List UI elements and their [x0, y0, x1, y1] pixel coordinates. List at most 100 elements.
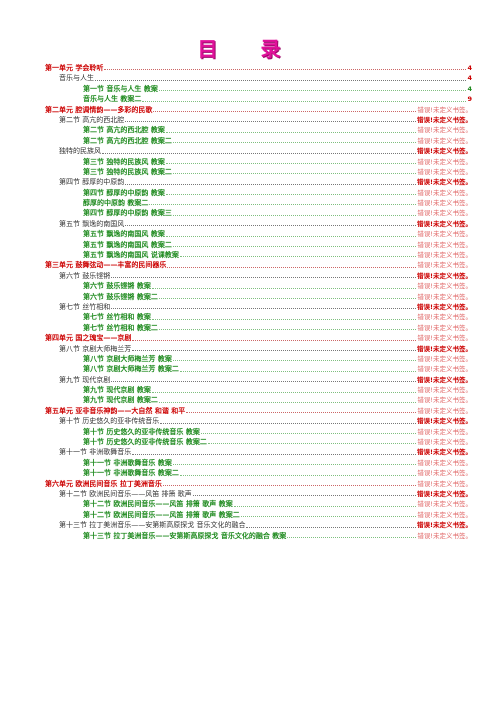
toc-entry-page: 错误!未定义书签。 [417, 313, 472, 322]
toc-entry-label: 醇厚的中原韵 教案二 [83, 199, 149, 208]
toc-entry[interactable]: 第六节 鼓乐铿锵 教案 错误!未定义书签。 [45, 281, 472, 291]
toc-entry[interactable]: 第四节 醇厚的中原韵 错误!未定义书签。 [45, 177, 472, 187]
toc-entry[interactable]: 第五节 飘逸的南国风 说课教案 错误!未定义书签。 [45, 250, 472, 260]
toc-entry-label: 第四节 醇厚的中原韵 教案 [83, 188, 165, 197]
toc-entry-page: 错误!未定义书签。 [417, 115, 472, 124]
toc-entry[interactable]: 第九节 现代京剧 教案二 错误!未定义书签。 [45, 396, 472, 406]
toc-leader-dots [153, 110, 417, 112]
toc-entry-page: 错误!未定义书签。 [417, 240, 472, 249]
toc-entry[interactable]: 第八节 京剧大师梅兰芳 教案 错误!未定义书签。 [45, 354, 472, 364]
toc-leader-dots [158, 297, 417, 299]
toc-leader-dots [158, 401, 417, 403]
toc-entry-label: 第二节 高亢的西北腔 教案 [83, 126, 165, 135]
toc-leader-dots [125, 183, 417, 185]
toc-entry[interactable]: 第四单元 国之瑰宝——京剧 错误!未定义书签。 [45, 333, 472, 343]
toc-entry-label: 第二节 高亢的西北腔 [59, 115, 125, 124]
toc-entry-page: 错误!未定义书签。 [417, 490, 472, 498]
toc-leader-dots [246, 526, 417, 528]
toc-entry-page: 错误!未定义书签。 [417, 365, 472, 374]
toc-entry[interactable]: 第八节 京剧大师梅兰芳 教案二 错误!未定义书签。 [45, 364, 472, 374]
toc-entry[interactable]: 第三节 独特的民族风 教案二 错误!未定义书签。 [45, 167, 472, 177]
toc-entry-label: 音乐与人生 [59, 74, 94, 83]
toc-leader-dots [240, 515, 417, 518]
toc-entry-label: 第六单元 欧洲民间音乐 拉丁美洲音乐 [45, 479, 162, 488]
toc-entry-page: 9 [467, 95, 472, 104]
toc-entry-label: 第十一节 非洲歌舞音乐 教案二 [83, 469, 179, 478]
toc-entry-page: 错误!未定义书签。 [417, 219, 472, 228]
toc-entry-label: 独特的民族风 [59, 147, 101, 156]
toc-entry-page: 错误!未定义书签。 [417, 521, 472, 530]
toc-entry[interactable]: 第七节 丝竹相和 错误!未定义书签。 [45, 302, 472, 312]
toc-leader-dots [179, 474, 417, 476]
toc-entry-page: 错误!未定义书签。 [417, 531, 472, 540]
toc-leader-dots [207, 442, 417, 445]
toc-leader-dots [132, 453, 417, 455]
toc-entry[interactable]: 第二节 高亢的西北腔 教案 错误!未定义书签。 [45, 125, 472, 135]
toc-leader-dots [167, 266, 417, 268]
toc-entry[interactable]: 第六节 鼓乐铿锵 教案二 错误!未定义书签。 [45, 292, 472, 302]
toc-entry[interactable]: 第十二节 欧洲民间音乐——风笛 排箫 歌声 教案 错误!未定义书签。 [45, 499, 472, 509]
toc-entry[interactable]: 第七节 丝竹相和 教案二 错误!未定义书签。 [45, 323, 472, 333]
toc-entry[interactable]: 第十一节 非洲歌舞音乐 错误!未定义书签。 [45, 447, 472, 457]
toc-entry[interactable]: 音乐与人生 教案二 9 [45, 94, 472, 104]
toc-entry[interactable]: 第四节 醇厚的中原韵 教案 错误!未定义书签。 [45, 188, 472, 198]
toc-entry[interactable]: 第二节 高亢的西北腔 错误!未定义书签。 [45, 115, 472, 125]
toc-entry[interactable]: 独特的民族风 错误!未定义书签。 [45, 146, 472, 156]
toc-entry-page: 错误!未定义书签。 [417, 126, 472, 135]
table-of-contents: 第一单元 学会聆听 4 音乐与人生 4 第一节 音乐与人生 教案 4 音乐与人生 教案二 9 第… [45, 63, 472, 541]
toc-entry[interactable]: 第八节 京剧大师梅兰芳 错误!未定义书签。 [45, 344, 472, 354]
toc-entry[interactable]: 第一节 音乐与人生 教案 4 [45, 84, 472, 94]
toc-entry[interactable]: 第十二节 欧洲民间音乐——风笛 排箫 歌声 教案二 错误!未定义书签。 [45, 510, 472, 520]
toc-entry[interactable]: 第十一节 非洲歌舞音乐 教案二 错误!未定义书签。 [45, 468, 472, 478]
toc-leader-dots [149, 203, 417, 206]
toc-entry[interactable]: 第十三节 拉丁美洲音乐——安第斯高原探戈 音乐文化的融合 错误!未定义书签。 [45, 520, 472, 530]
toc-entry[interactable]: 醇厚的中原韵 教案二 错误!未定义书签。 [45, 198, 472, 208]
toc-leader-dots [172, 463, 417, 466]
toc-entry[interactable]: 第二单元 腔调情韵——多彩的民歌 错误!未定义书签。 [45, 105, 472, 115]
toc-entry[interactable]: 第十二节 欧洲民间音乐——风笛 排箫 歌声 错误!未定义书签。 [45, 489, 472, 499]
toc-entry-page: 错误!未定义书签。 [417, 261, 472, 270]
toc-leader-dots [151, 318, 417, 320]
toc-entry[interactable]: 第五节 飘逸的南国风 教案 错误!未定义书签。 [45, 229, 472, 239]
toc-entry[interactable]: 音乐与人生 4 [45, 73, 472, 83]
toc-leader-dots [142, 100, 467, 102]
toc-entry[interactable]: 第五单元 亚非音乐神韵——大自然 和谐 和平 错误!未定义书签。 [45, 406, 472, 416]
toc-entry[interactable]: 第六节 鼓乐铿锵 错误!未定义书签。 [45, 271, 472, 281]
toc-entry[interactable]: 第二节 高亢的西北腔 教案二 错误!未定义书签。 [45, 136, 472, 146]
toc-entry[interactable]: 第三节 独特的民族风 教案 错误!未定义书签。 [45, 157, 472, 167]
toc-entry-page: 错误!未定义书签。 [417, 178, 472, 187]
toc-entry-label: 第四单元 国之瑰宝——京剧 [45, 334, 132, 343]
toc-entry[interactable]: 第六单元 欧洲民间音乐 拉丁美洲音乐 错误!未定义书签。 [45, 479, 472, 489]
toc-leader-dots [95, 79, 467, 81]
toc-leader-dots [192, 494, 417, 497]
toc-entry-page: 错误!未定义书签。 [417, 469, 472, 478]
toc-entry[interactable]: 第五节 飘逸的南国风 教案二 错误!未定义书签。 [45, 240, 472, 250]
toc-leader-dots [158, 89, 467, 92]
toc-entry[interactable]: 第十一节 非洲歌舞音乐 教案 错误!未定义书签。 [45, 458, 472, 468]
toc-leader-dots [125, 224, 417, 227]
toc-leader-dots [111, 380, 417, 383]
toc-entry-page: 错误!未定义书签。 [417, 396, 472, 405]
toc-entry[interactable]: 第十节 历史悠久的亚非传统音乐 错误!未定义书签。 [45, 416, 472, 426]
toc-entry-label: 第十三节 拉丁美洲音乐——安第斯高原探戈 音乐文化的融合 [59, 521, 246, 530]
toc-entry-label: 第五节 飘逸的南国风 说课教案 [83, 251, 179, 260]
toc-leader-dots [172, 214, 417, 216]
toc-entry[interactable]: 第九节 现代京剧 教案 错误!未定义书签。 [45, 385, 472, 395]
toc-entry[interactable]: 第十节 历史悠久的亚非传统音乐 教案二 错误!未定义书签。 [45, 437, 472, 447]
toc-entry-page: 错误!未定义书签。 [417, 136, 472, 145]
toc-entry[interactable]: 第五节 飘逸的南国风 错误!未定义书签。 [45, 219, 472, 229]
toc-leader-dots [172, 245, 417, 248]
toc-entry-page: 错误!未定义书签。 [417, 292, 472, 301]
toc-entry[interactable]: 第三单元 鼓舞弦动——丰富的民间器乐 错误!未定义书签。 [45, 260, 472, 270]
toc-entry[interactable]: 第七节 丝竹相和 教案 错误!未定义书签。 [45, 312, 472, 322]
toc-entry[interactable]: 第九节 现代京剧 错误!未定义书签。 [45, 375, 472, 385]
toc-entry-page: 错误!未定义书签。 [417, 417, 472, 426]
toc-entry-page: 错误!未定义书签。 [417, 230, 472, 239]
toc-entry[interactable]: 第一单元 学会聆听 4 [45, 63, 472, 73]
toc-entry-label: 第八节 京剧大师梅兰芳 教案 [83, 354, 172, 363]
toc-leader-dots [179, 370, 417, 372]
toc-entry-label: 第三节 独特的民族风 教案二 [83, 167, 172, 176]
toc-entry[interactable]: 第十三节 拉丁美洲音乐——安第斯高原探戈 音乐文化的融合 教案 错误!未定义书签。 [45, 531, 472, 541]
toc-entry[interactable]: 第四节 醇厚的中原韵 教案三 错误!未定义书签。 [45, 208, 472, 218]
toc-entry[interactable]: 第十节 历史悠久的亚非传统音乐 教案 错误!未定义书签。 [45, 427, 472, 437]
